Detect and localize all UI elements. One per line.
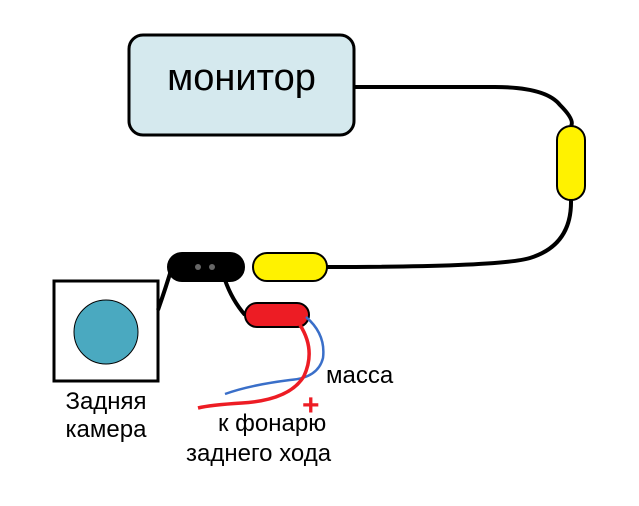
connector-black xyxy=(168,253,244,281)
to-lamp-label-line2: заднего хода xyxy=(186,440,331,469)
connector-yellow-right xyxy=(557,126,585,200)
connector-dot xyxy=(209,264,215,270)
massa-label: масса xyxy=(326,362,393,391)
connector-red xyxy=(245,303,309,327)
connector-dot xyxy=(195,264,201,270)
to-lamp-label-line1: к фонарю xyxy=(218,410,326,439)
monitor-label: монитор xyxy=(129,56,354,102)
camera-lens xyxy=(74,300,138,364)
camera-label-line2: камера xyxy=(56,416,156,445)
wire-yellow-right-to-yellow-mid xyxy=(327,200,571,267)
wire-black-to-red xyxy=(225,280,245,315)
wire-monitor-to-yellow-right xyxy=(354,87,572,126)
camera-label-line1: Задняя xyxy=(56,388,156,417)
wire-red-lamp xyxy=(198,325,309,408)
connector-yellow-mid xyxy=(253,253,327,281)
